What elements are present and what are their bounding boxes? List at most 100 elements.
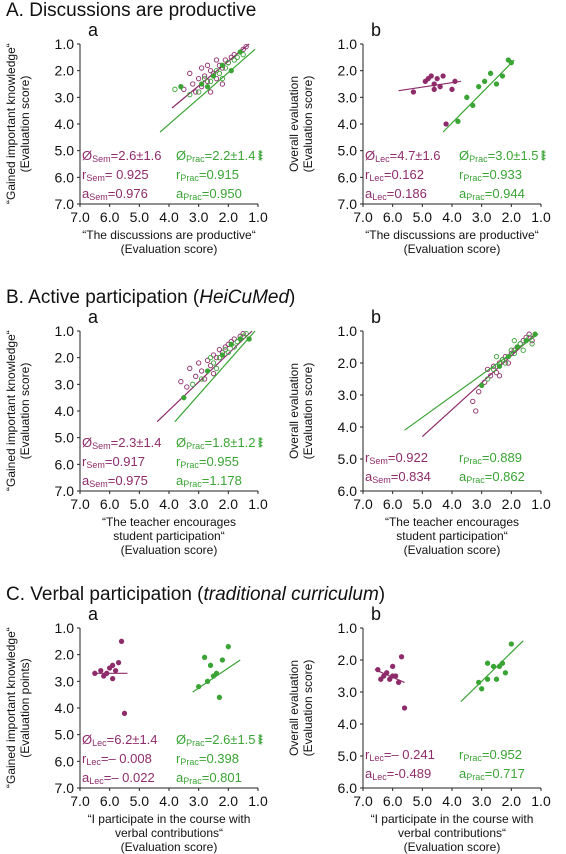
data-point-purple: [115, 660, 122, 666]
scatter-panel-C-a: 1.0 2.0 3.0 4.0 5.0 6.0 7.0 7.0 6.0 5.0 4.0 3.0 2.0 1…: [0, 604, 270, 854]
data-point-green: [219, 352, 226, 358]
stats-purple: rLec=– 0.241 aLec=-0.489: [365, 732, 435, 785]
stat-line: rPrac=0.955: [176, 454, 239, 470]
y-tick-label: 2.0: [338, 355, 358, 371]
data-point-purple: [187, 365, 193, 371]
data-point-green: [225, 349, 231, 355]
data-point-green: [487, 70, 494, 76]
data-point-green: [231, 57, 237, 63]
x-axis-label-line: (Evaluation score): [403, 242, 501, 256]
data-point-purple: [112, 668, 119, 674]
x-axis-label-line: (Evaluation score): [120, 543, 218, 557]
stats-purple: rSem=0.922 aSem=0.834: [365, 435, 431, 488]
data-point-green: [228, 68, 234, 74]
stat-line: rSem= 0.925: [82, 167, 149, 183]
x-axis-label: “The discussions are productive“ (Evaluat…: [50, 228, 288, 256]
panel-letter: a: [88, 307, 99, 327]
y-axis-label-line: (Evaluation score): [18, 75, 32, 173]
y-tick-label: 3.0: [55, 376, 75, 392]
data-point-purple: [196, 76, 202, 82]
stat-line: ØSem=2.6±1.6: [82, 148, 162, 164]
data-point-purple: [178, 379, 184, 385]
y-axis-label-line: Overall evaluation: [287, 659, 301, 757]
y-tick-label: 3.0: [338, 684, 358, 700]
stat-line: rLec=– 0.008: [82, 751, 152, 767]
stat-line: rPrac=0.889: [459, 450, 522, 466]
stat-line: [459, 732, 525, 747]
y-tick-label: 5.0: [338, 143, 358, 159]
data-point-purple: [222, 57, 229, 63]
data-point-green: [240, 52, 246, 58]
data-point-green: [499, 73, 506, 79]
data-point-green: [216, 70, 223, 76]
regression-line-green: [174, 330, 256, 423]
y-tick-label: 2.0: [55, 63, 75, 79]
data-point-green: [502, 670, 509, 676]
data-point-purple: [109, 676, 116, 682]
x-axis-label-line: “The teacher encourages: [384, 515, 520, 529]
y-tick-label: 4.0: [55, 403, 75, 419]
data-point-green: [231, 344, 237, 350]
stats-green: ØPrac=3.0±1.5 rPrac=0.933 aPrac=0.944: [459, 148, 539, 205]
data-point-green: [213, 670, 220, 676]
significance-stars: ***: [252, 150, 264, 160]
y-tick-label: 4.0: [338, 419, 358, 435]
data-point-purple: [104, 670, 110, 676]
x-tick-label: 6.0: [100, 793, 120, 809]
x-tick-label: 2.0: [219, 496, 239, 512]
data-point-green: [204, 84, 211, 90]
data-point-green: [490, 663, 497, 670]
regression-line-purple: [398, 80, 461, 92]
x-axis-label-line: “The discussions are productive“: [82, 228, 256, 242]
data-point-purple: [204, 357, 211, 363]
x-tick-label: 1.0: [531, 793, 551, 809]
data-point-purple: [190, 81, 196, 87]
stat-line: [459, 435, 525, 450]
data-point-green: [187, 92, 193, 98]
stat-line: ØSem=2.3±1.4: [82, 435, 162, 451]
stat-line: rSem=0.922: [365, 450, 428, 466]
data-point-purple: [222, 344, 229, 350]
data-point-green: [484, 376, 491, 382]
stats-green: ØPrac=1.8±1.2 rPrac=0.955 aPrac=1.178: [176, 435, 256, 492]
regression-line-purple: [156, 330, 253, 423]
y-axis-label-line: (Evaluation score): [301, 75, 315, 173]
data-point-green: [532, 331, 538, 337]
x-axis-label-line: (Evaluation score): [120, 840, 218, 854]
data-point-green: [499, 660, 506, 666]
x-tick-label: 6.0: [383, 209, 403, 225]
data-point-green: [508, 641, 514, 647]
x-tick-label: 1.0: [248, 209, 268, 225]
data-point-purple: [526, 331, 532, 337]
y-axis-label-line: “Gained important knowledge“: [4, 627, 18, 788]
x-axis-label: “I participate in the course with verbal …: [50, 812, 288, 854]
data-point-green: [210, 73, 217, 79]
x-tick-label: 5.0: [413, 209, 433, 225]
data-point-green: [201, 654, 208, 660]
x-tick-label: 4.0: [442, 793, 462, 809]
data-point-green: [222, 65, 229, 71]
data-point-green: [210, 360, 217, 366]
section-title-a: A. Discussions are productive: [6, 0, 256, 22]
stats-green: rPrac=0.952 aPrac=0.717: [459, 732, 525, 785]
data-point-green: [172, 86, 178, 92]
x-axis-label-line: (Evaluation score): [403, 543, 501, 557]
stat-line: rPrac=0.933: [459, 167, 522, 183]
y-axis-label-line: (Evaluation score): [301, 362, 315, 460]
y-axis-label: Overall evaluation (Evaluation score): [287, 44, 315, 204]
x-tick-label: 6.0: [383, 793, 403, 809]
x-tick-label: 6.0: [100, 209, 120, 225]
x-tick-label: 3.0: [472, 209, 492, 225]
data-point-purple: [496, 373, 503, 379]
data-point-green: [225, 644, 231, 650]
stat-line: rLec=– 0.241: [365, 747, 435, 763]
stats-purple: ØLec=6.2±1.4 rLec=– 0.008 aLec=– 0.022: [82, 732, 158, 789]
stat-line: rPrac=0.915: [176, 167, 239, 183]
data-point-purple: [231, 336, 237, 342]
data-point-purple: [375, 666, 381, 673]
data-point-purple: [473, 408, 479, 414]
y-tick-label: 6.0: [55, 169, 75, 185]
data-point-purple: [92, 670, 98, 676]
y-tick-label: 3.0: [338, 387, 358, 403]
scatter-panel-C-b: 1.0 2.0 3.0 4.0 5.0 6.0 7.0 6.0 5.0 4.0 3.0 2.0 1.0 b…: [283, 604, 553, 854]
